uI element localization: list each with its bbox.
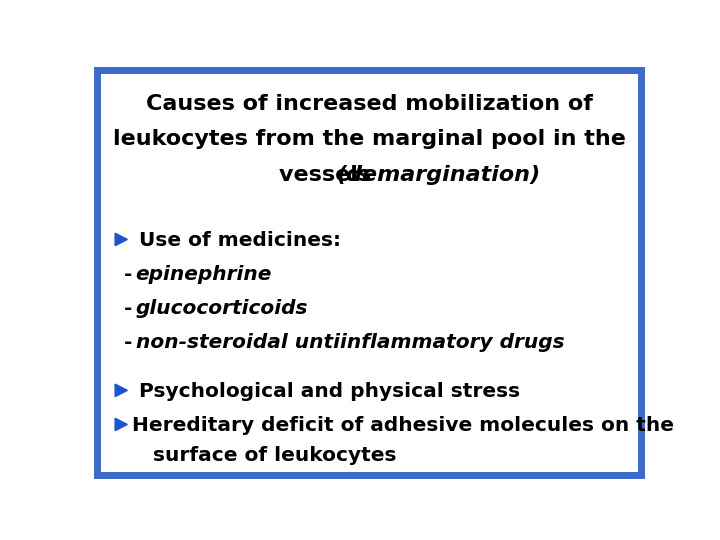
Text: -: - bbox=[124, 333, 132, 353]
Text: Use of medicines:: Use of medicines: bbox=[132, 231, 341, 250]
Text: glucocorticoids: glucocorticoids bbox=[136, 299, 308, 318]
Text: Hereditary deficit of adhesive molecules on the: Hereditary deficit of adhesive molecules… bbox=[132, 416, 674, 435]
Text: vessels: vessels bbox=[279, 165, 379, 185]
Text: surface of leukocytes: surface of leukocytes bbox=[132, 446, 396, 465]
Polygon shape bbox=[115, 233, 127, 246]
Polygon shape bbox=[115, 384, 127, 396]
Text: (demargination): (demargination) bbox=[337, 165, 541, 185]
FancyBboxPatch shape bbox=[97, 70, 641, 475]
Text: non-steroidal untiinflammatory drugs: non-steroidal untiinflammatory drugs bbox=[136, 333, 564, 353]
Text: epinephrine: epinephrine bbox=[136, 265, 272, 284]
Text: Psychological and physical stress: Psychological and physical stress bbox=[132, 382, 520, 401]
Text: Causes of increased mobilization of: Causes of increased mobilization of bbox=[145, 94, 593, 114]
Text: -: - bbox=[124, 299, 132, 318]
Text: leukocytes from the marginal pool in the: leukocytes from the marginal pool in the bbox=[112, 129, 626, 149]
Text: -: - bbox=[124, 265, 132, 284]
Polygon shape bbox=[115, 418, 127, 431]
